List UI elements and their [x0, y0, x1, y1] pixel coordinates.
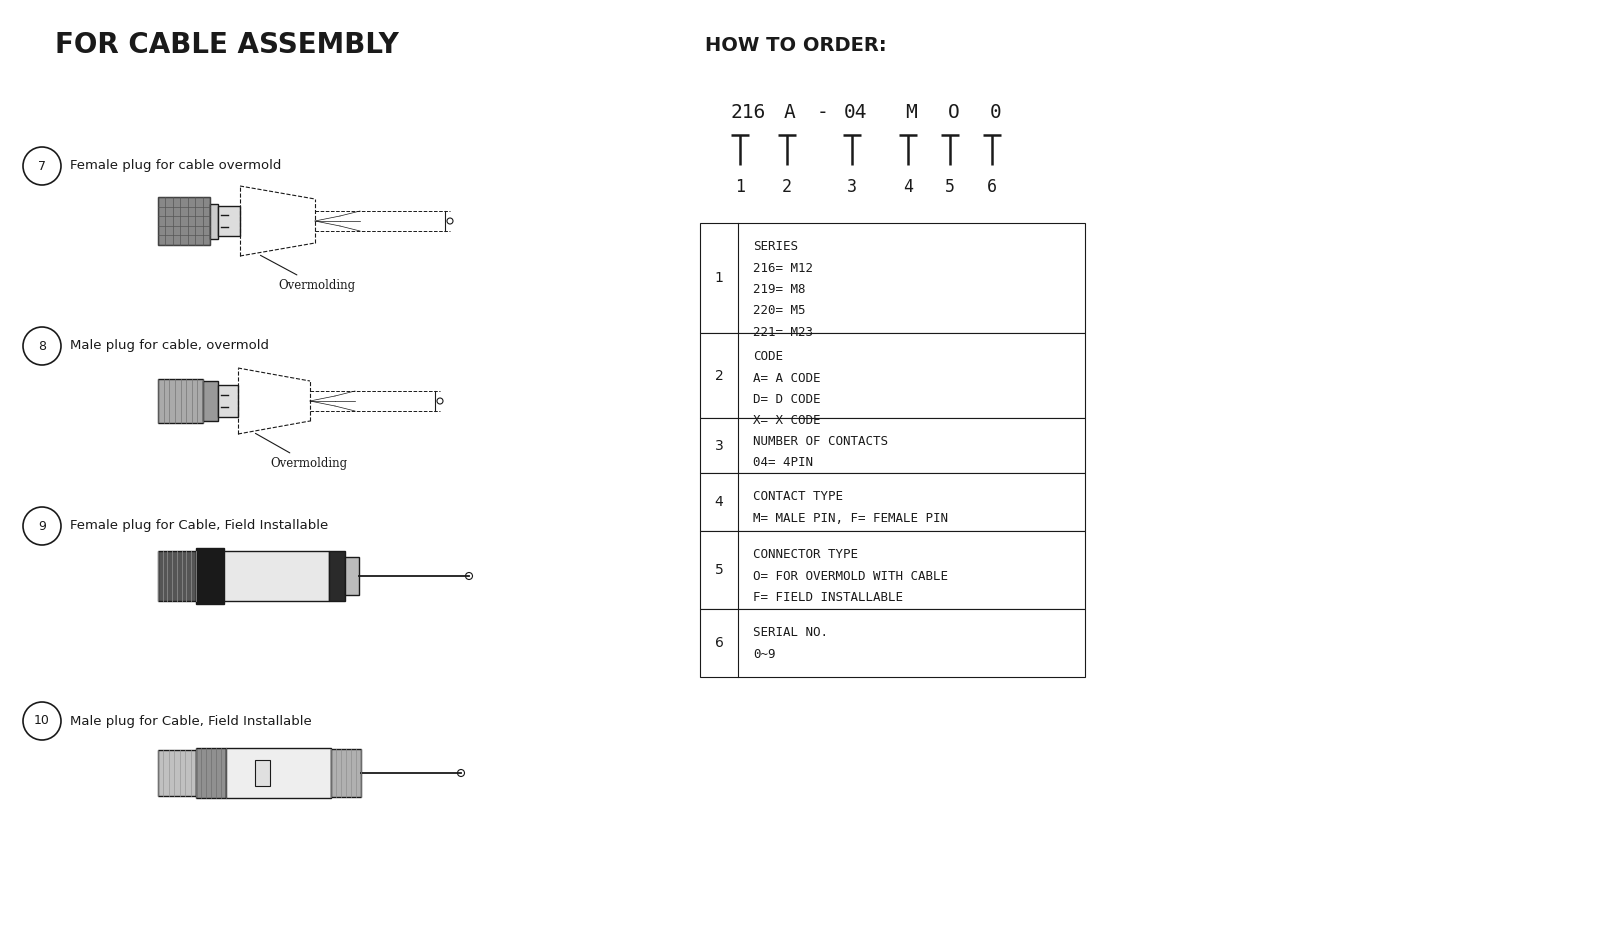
- Bar: [701, 473, 1085, 531]
- Text: 6: 6: [715, 636, 723, 650]
- Bar: [701, 531, 1085, 609]
- Bar: [158, 197, 210, 245]
- Bar: [701, 223, 1085, 333]
- Text: 1: 1: [734, 178, 746, 196]
- Text: 4: 4: [902, 178, 914, 196]
- Text: SERIAL NO.: SERIAL NO.: [754, 626, 829, 639]
- Bar: [158, 750, 195, 796]
- Text: 0~9: 0~9: [754, 648, 776, 661]
- Text: SERIES: SERIES: [754, 240, 798, 253]
- Text: 8: 8: [38, 340, 46, 353]
- Text: 4: 4: [715, 495, 723, 509]
- Bar: [195, 748, 226, 798]
- Text: O= FOR OVERMOLD WITH CABLE: O= FOR OVERMOLD WITH CABLE: [754, 570, 947, 583]
- Text: CONTACT TYPE: CONTACT TYPE: [754, 490, 843, 503]
- Text: -: -: [818, 104, 829, 123]
- Bar: [203, 381, 218, 421]
- Text: 5: 5: [946, 178, 955, 196]
- Bar: [226, 748, 331, 798]
- Text: 219= M8: 219= M8: [754, 283, 805, 296]
- Text: 7: 7: [38, 160, 46, 172]
- Text: CONNECTOR TYPE: CONNECTOR TYPE: [754, 548, 858, 561]
- Text: A: A: [784, 104, 795, 123]
- Text: 216= M12: 216= M12: [754, 262, 813, 275]
- Text: NUMBER OF CONTACTS: NUMBER OF CONTACTS: [754, 435, 888, 448]
- Text: M: M: [906, 104, 917, 123]
- Bar: [330, 551, 346, 601]
- Text: D= D CODE: D= D CODE: [754, 393, 821, 406]
- Text: 3: 3: [715, 438, 723, 453]
- Text: Male plug for cable, overmold: Male plug for cable, overmold: [70, 340, 269, 353]
- Bar: [701, 418, 1085, 473]
- Text: 04: 04: [845, 104, 867, 123]
- Circle shape: [22, 147, 61, 185]
- Text: X= X CODE: X= X CODE: [754, 415, 821, 428]
- Text: 221= M23: 221= M23: [754, 326, 813, 339]
- Bar: [331, 749, 362, 797]
- Bar: [701, 333, 1085, 418]
- Circle shape: [22, 702, 61, 740]
- Text: 0: 0: [990, 104, 1002, 123]
- Text: 10: 10: [34, 714, 50, 728]
- Circle shape: [22, 507, 61, 545]
- Bar: [158, 551, 195, 601]
- Text: Female plug for cable overmold: Female plug for cable overmold: [70, 160, 282, 172]
- Bar: [256, 760, 270, 786]
- Bar: [224, 551, 330, 601]
- Text: 9: 9: [38, 519, 46, 533]
- Text: Female plug for Cable, Field Installable: Female plug for Cable, Field Installable: [70, 519, 328, 533]
- Text: M= MALE PIN, F= FEMALE PIN: M= MALE PIN, F= FEMALE PIN: [754, 512, 947, 525]
- Text: Overmolding: Overmolding: [261, 255, 355, 292]
- Text: 2: 2: [715, 368, 723, 382]
- Text: Male plug for Cable, Field Installable: Male plug for Cable, Field Installable: [70, 714, 312, 728]
- Text: 216: 216: [730, 104, 765, 123]
- Bar: [195, 548, 224, 604]
- Text: Overmolding: Overmolding: [256, 434, 347, 470]
- Text: A= A CODE: A= A CODE: [754, 372, 821, 384]
- Text: 220= M5: 220= M5: [754, 304, 805, 318]
- Text: HOW TO ORDER:: HOW TO ORDER:: [706, 36, 886, 55]
- Bar: [210, 204, 218, 239]
- Text: 3: 3: [846, 178, 858, 196]
- Text: CODE: CODE: [754, 350, 782, 363]
- Bar: [218, 206, 240, 236]
- Text: 5: 5: [715, 563, 723, 577]
- Bar: [218, 385, 238, 417]
- Text: 6: 6: [987, 178, 997, 196]
- Text: 04= 4PIN: 04= 4PIN: [754, 456, 813, 470]
- Text: FOR CABLE ASSEMBLY: FOR CABLE ASSEMBLY: [54, 31, 398, 59]
- Bar: [346, 557, 358, 595]
- Text: 1: 1: [715, 271, 723, 285]
- Text: O: O: [947, 104, 960, 123]
- Text: 2: 2: [782, 178, 792, 196]
- Bar: [158, 379, 203, 423]
- Text: F= FIELD INSTALLABLE: F= FIELD INSTALLABLE: [754, 591, 902, 604]
- Bar: [701, 609, 1085, 677]
- Circle shape: [22, 327, 61, 365]
